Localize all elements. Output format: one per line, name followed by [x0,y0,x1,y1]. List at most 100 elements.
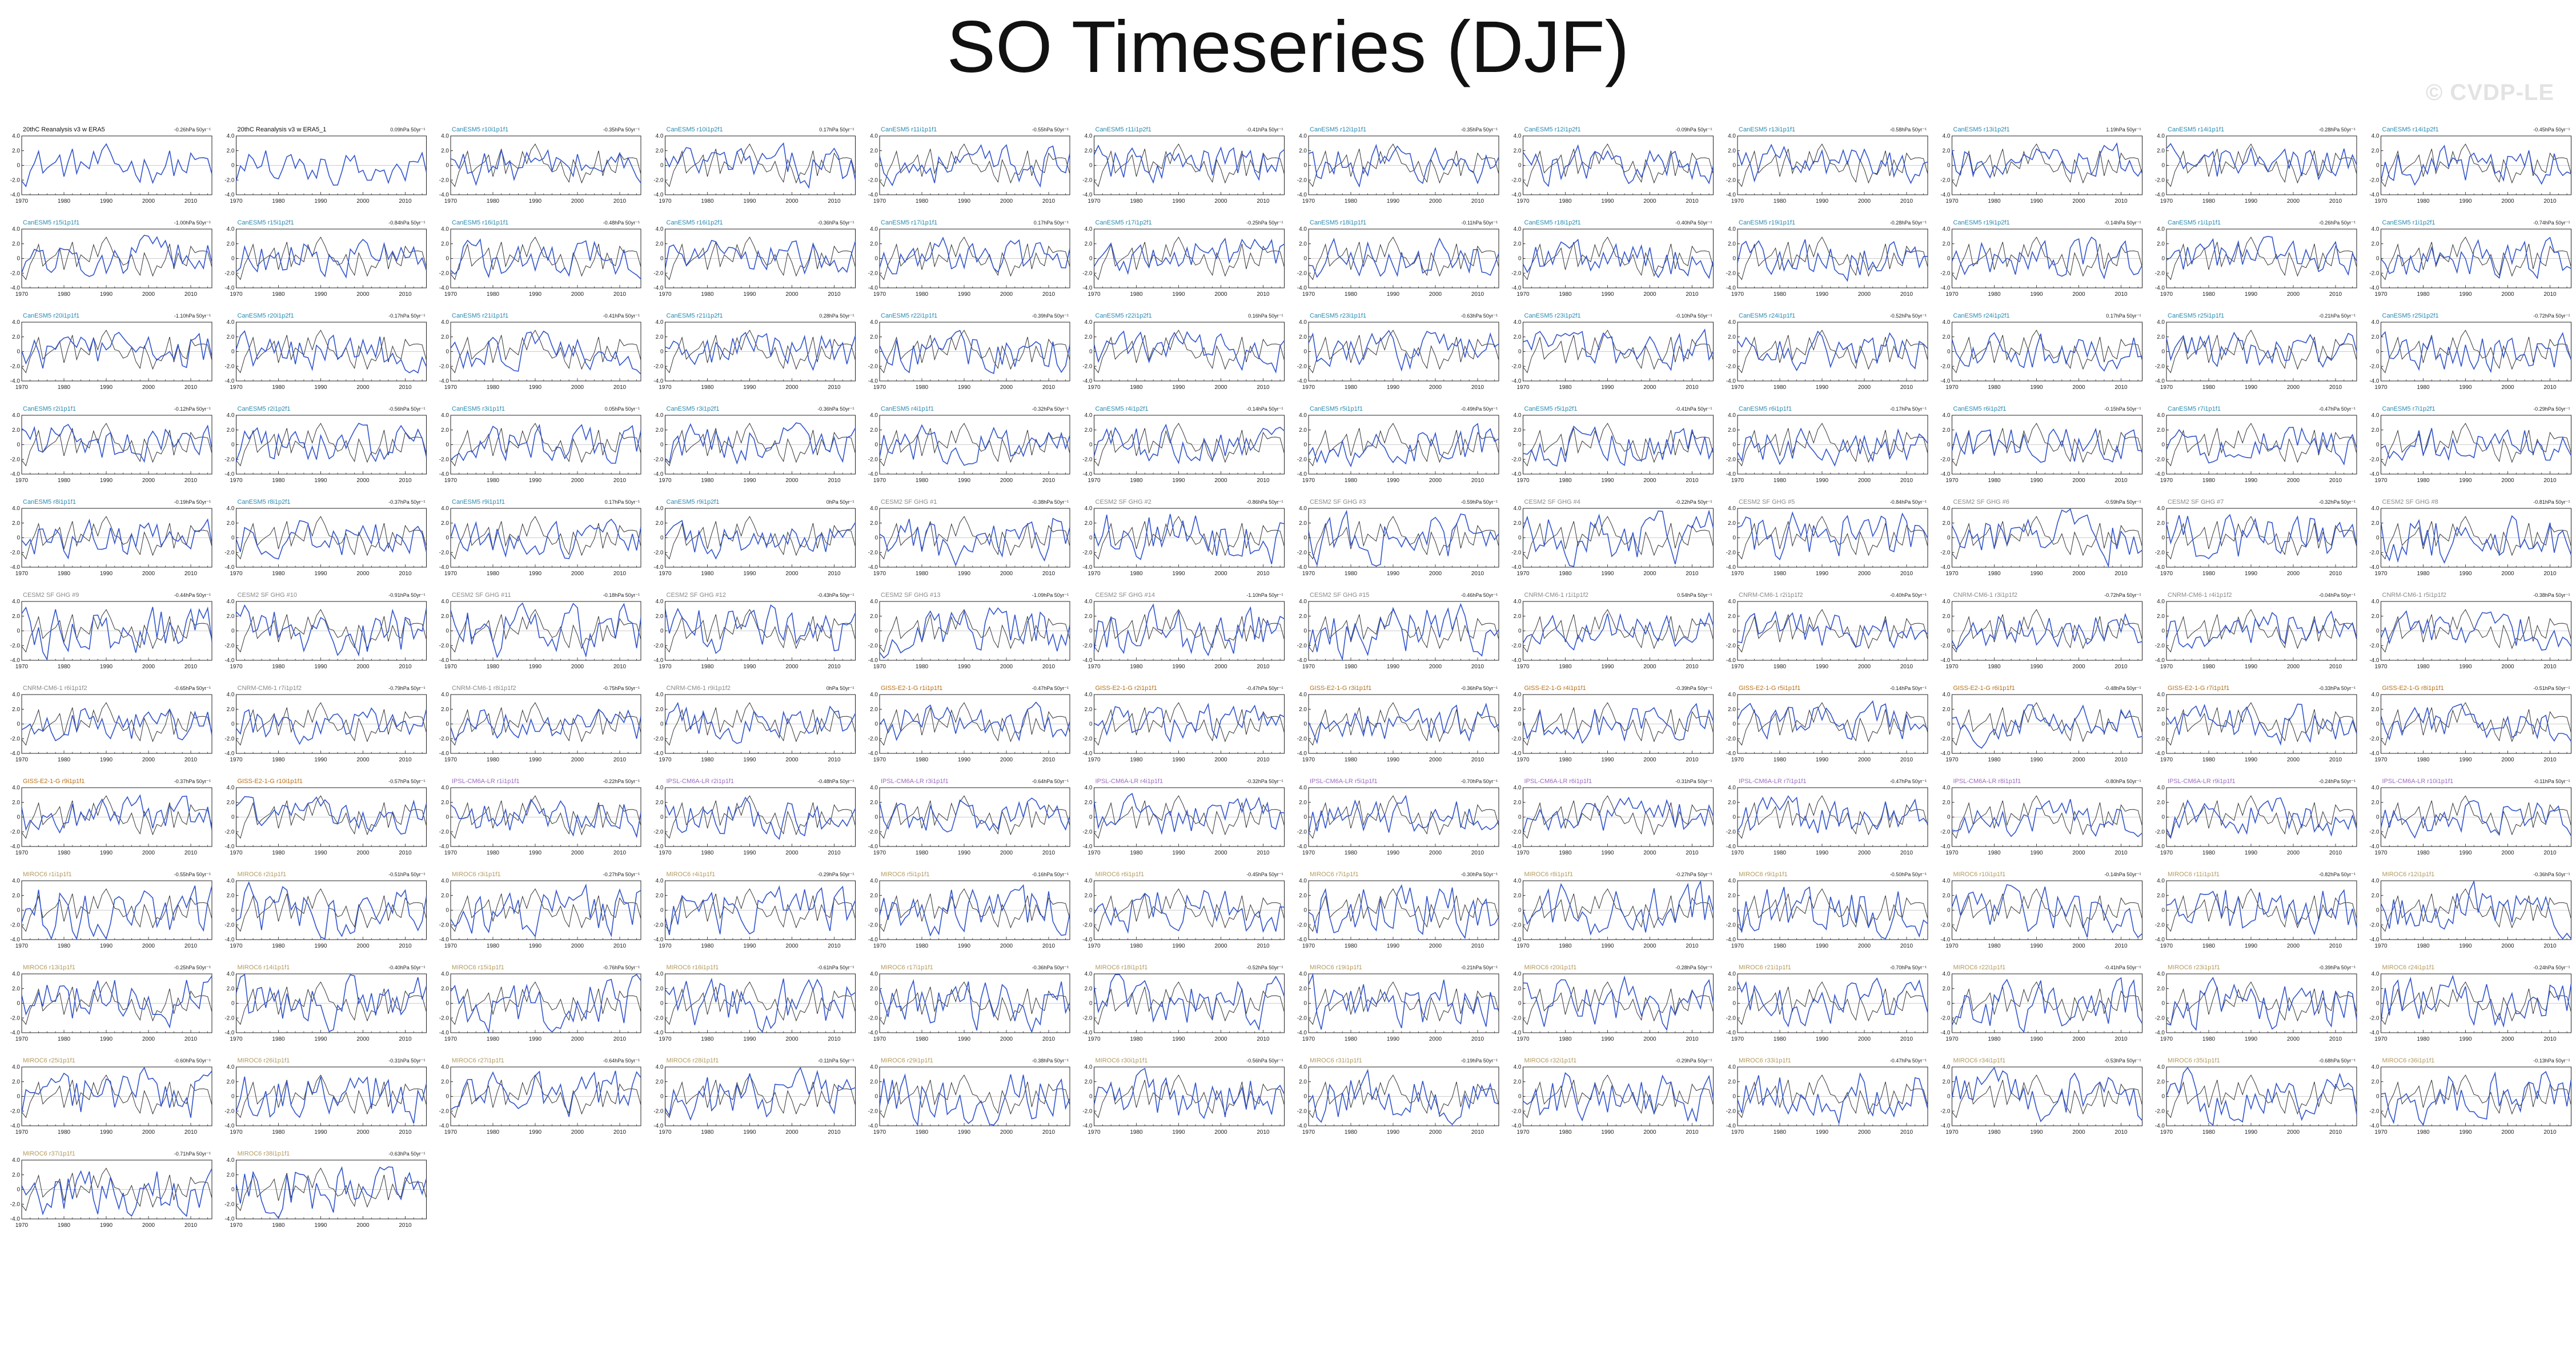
x-tick-label: 2010 [2329,198,2342,204]
x-tick-label: 2000 [356,850,370,856]
x-tick-label: 1970 [1731,850,1744,856]
panel-title: CanESM5 r13i1p1f1 [1739,126,1795,133]
x-tick-label: 1970 [659,943,672,949]
y-tick-label: 2.0 [1085,148,1093,154]
x-tick-label: 1980 [1130,757,1143,763]
x-tick-label: 1980 [487,571,500,577]
y-tick-label: -4.0 [224,937,235,943]
x-tick-label: 2000 [2072,571,2085,577]
y-tick-label: -2.0 [10,363,21,370]
x-tick-label: 1970 [444,850,458,856]
x-tick-label: 1990 [1601,478,1614,484]
panel-title: CanESM5 r18i1p1f1 [1310,219,1366,226]
y-tick-label: -2.0 [10,829,21,835]
series-line-simulated [1308,703,1499,744]
panel-title: GISS-E2-1-G r9i1p1f1 [23,778,85,785]
x-tick-label: 1990 [1816,571,1829,577]
x-tick-label: 1980 [1559,664,1572,670]
y-tick-label: 0 [1947,442,1951,448]
y-tick-label: 2.0 [2372,241,2380,247]
x-tick-label: 1980 [1559,291,1572,298]
y-tick-label: 0 [1518,349,1522,355]
watermark: © CVDP-LE [2426,80,2554,106]
x-tick-label: 2010 [2114,664,2128,670]
x-tick-label: 2010 [2114,478,2128,484]
x-tick-label: 1990 [2245,384,2258,391]
x-tick-label: 1990 [314,478,327,484]
y-tick-label: -2.0 [1082,643,1093,649]
x-tick-label: 1990 [529,384,542,391]
x-tick-label: 1980 [2202,664,2216,670]
series-line-simulated [2166,143,2357,180]
x-tick-label: 2010 [828,757,841,763]
x-tick-label: 2000 [2501,943,2514,949]
x-tick-label: 1980 [1130,850,1143,856]
y-tick-label: 4.0 [2372,785,2380,791]
x-tick-label: 2010 [2543,850,2557,856]
x-tick-label: 2010 [2543,664,2557,670]
panel: MIROC6 r6i1p1f1 -0.45hPa 50yr⁻¹4.02.00-2.… [1082,871,1285,949]
y-tick-label: -4.0 [1297,657,1307,664]
y-tick-label: 4.0 [1943,692,1951,698]
x-tick-label: 1980 [1773,850,1787,856]
series-line-simulated [1951,236,2143,280]
panel-title: CanESM5 r23i1p2f1 [1524,312,1581,319]
y-tick-label: 2.0 [1514,241,1522,247]
x-tick-label: 1980 [58,664,71,670]
x-tick-label: 1970 [659,384,672,391]
y-tick-label: 0 [17,442,20,448]
panel-title: CanESM5 r17i1p1f1 [881,219,937,226]
y-tick-label: -2.0 [2155,456,2165,463]
x-tick-label: 1990 [314,291,327,298]
trend-label: -0.52hPa 50yr⁻¹ [1890,313,1927,319]
y-tick-label: 2.0 [2157,334,2165,340]
series-line-simulated [664,142,856,189]
x-tick-label: 2010 [613,1036,627,1042]
series-line-simulated [1737,511,1928,561]
x-tick-label: 2010 [613,291,627,298]
x-tick-label: 1980 [1559,943,1572,949]
panel: CanESM5 r18i1p2f1 -0.40hPa 50yr⁻¹4.02.00-… [1511,219,1714,298]
x-tick-label: 2000 [1643,757,1656,763]
series-line-observed [1094,795,1285,839]
panel-title: CNRM-CM6-1 r6i1p1f2 [23,685,87,692]
series-line-observed [21,330,212,374]
x-tick-label: 1970 [873,664,886,670]
y-tick-label: 0 [1303,256,1307,262]
y-tick-label: 2.0 [1943,707,1951,713]
x-tick-label: 2000 [1000,664,1013,670]
x-tick-label: 1980 [1773,664,1787,670]
y-tick-label: -2.0 [868,456,878,463]
panel: IPSL-CM6A-LR r6i1p1f1 -0.31hPa 50yr⁻¹4.02… [1511,778,1714,856]
series-line-simulated [1522,612,1714,651]
panel-title: CESM2 SF GHG #8 [2382,499,2438,506]
series-line-observed [879,236,1070,280]
panel-title: CanESM5 r24i1p1f1 [1739,312,1795,319]
panel-title: CanESM5 r13i1p2f1 [1953,126,2010,133]
x-tick-label: 2000 [356,384,370,391]
y-tick-label: -2.0 [868,363,878,370]
x-tick-label: 1990 [2459,478,2472,484]
panel: CESM2 SF GHG #10 -0.91hPa 50yr⁻¹4.02.00-2… [224,592,427,670]
y-tick-label: -4.0 [1940,192,1951,198]
x-tick-label: 1990 [314,757,327,763]
x-tick-label: 2000 [142,384,155,391]
panel-title: CanESM5 r25i1p1f1 [2168,312,2224,319]
x-tick-label: 2010 [1471,384,1484,391]
y-tick-label: -2.0 [2369,736,2380,742]
x-tick-label: 2000 [2501,198,2514,204]
y-tick-label: 2.0 [227,427,235,434]
x-tick-label: 1970 [444,478,458,484]
panel-title: CanESM5 r19i1p1f1 [1739,219,1795,226]
x-tick-label: 1970 [1945,664,1959,670]
x-tick-label: 1990 [2245,943,2258,949]
x-tick-label: 1980 [701,198,714,204]
y-tick-label: 2.0 [870,893,878,899]
y-tick-label: 2.0 [1514,707,1522,713]
trend-label: -0.56hPa 50yr⁻¹ [388,406,425,412]
x-tick-label: 2010 [1471,291,1484,298]
y-tick-label: -4.0 [10,192,21,198]
panel-title: IPSL-CM6A-LR r1i1p1f1 [452,778,520,785]
panel: MIROC6 r13i1p1f1 -0.25hPa 50yr⁻¹4.02.00-2… [10,964,212,1042]
y-tick-label: 0 [874,349,878,355]
